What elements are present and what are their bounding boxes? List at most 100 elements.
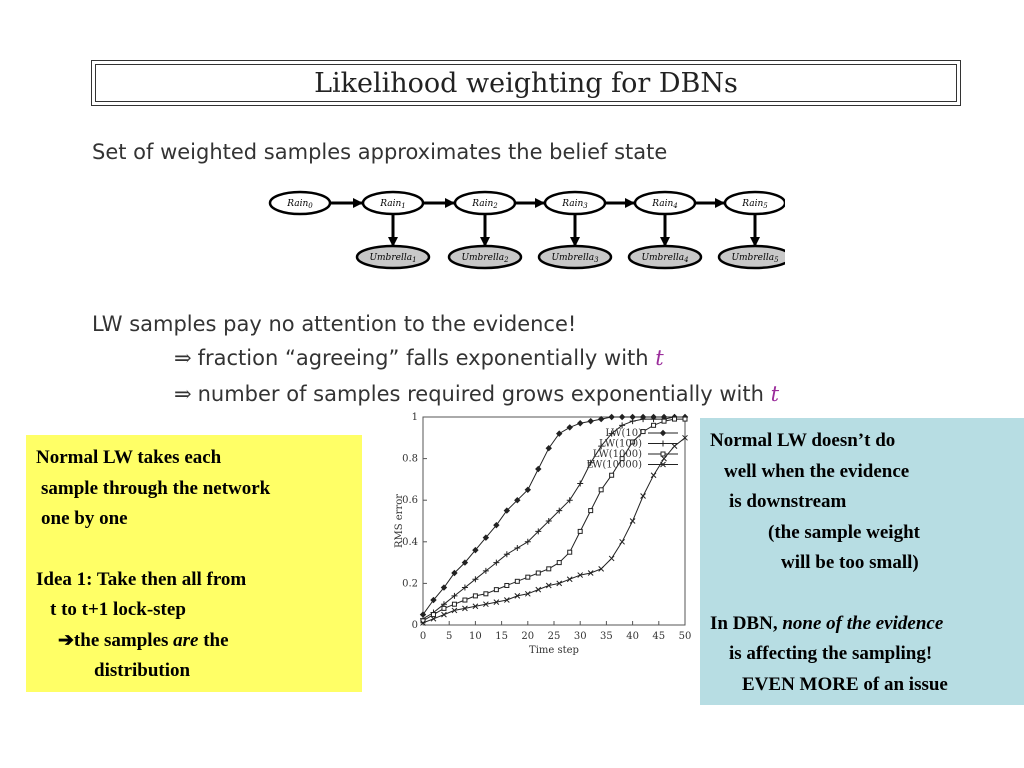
rain-node: Rain3 xyxy=(543,190,607,216)
data-point xyxy=(672,416,678,422)
data-point xyxy=(587,417,594,425)
data-point xyxy=(650,416,657,423)
data-point xyxy=(482,534,490,541)
y-tick-label: 1 xyxy=(412,412,418,423)
note-text: sample through the network xyxy=(41,477,271,499)
left-note: Normal LW takes each sample through the … xyxy=(26,435,362,692)
data-point xyxy=(430,612,436,618)
note-text: EVEN MORE of an issue xyxy=(742,673,948,695)
data-point xyxy=(608,413,615,421)
data-point xyxy=(598,443,605,450)
data-point xyxy=(524,590,531,597)
data-point xyxy=(493,599,500,605)
rain-node-label: Rain2 xyxy=(471,199,498,210)
note-text: is downstream xyxy=(729,491,847,512)
umbrella-node-label: Umbrella5 xyxy=(731,253,779,264)
note-text: ➔the samples are the xyxy=(58,629,229,651)
data-point xyxy=(493,587,499,593)
rain-node-label: Rain5 xyxy=(741,199,768,210)
data-point xyxy=(660,440,666,447)
rain-node-label: Rain3 xyxy=(561,199,588,210)
x-tick-label: 5 xyxy=(446,631,452,642)
data-point xyxy=(630,439,636,445)
x-tick-label: 50 xyxy=(679,631,692,642)
x-tick-label: 35 xyxy=(600,631,613,642)
series-path xyxy=(422,437,686,624)
right-note: Normal LW doesn’t do well when the evide… xyxy=(700,418,1024,705)
data-point xyxy=(609,472,615,478)
data-point xyxy=(619,456,625,462)
data-point xyxy=(483,591,489,597)
data-point xyxy=(504,582,510,588)
data-point xyxy=(577,572,584,578)
data-point xyxy=(545,582,552,589)
data-point xyxy=(650,472,657,479)
data-point xyxy=(588,508,594,514)
data-point xyxy=(556,430,563,437)
data-point xyxy=(482,567,489,574)
note-text: will be too small) xyxy=(781,552,919,573)
x-tick-label: 25 xyxy=(548,631,561,642)
rain-node-label: Rain1 xyxy=(379,199,406,210)
fraction-line: ⇒ fraction “agreeing” falls exponentially… xyxy=(174,346,664,370)
data-point xyxy=(546,566,552,572)
data-point xyxy=(535,570,541,576)
legend-label: LW(1000) xyxy=(593,449,642,460)
x-tick-label: 45 xyxy=(652,631,665,642)
data-point xyxy=(461,584,468,591)
data-point xyxy=(535,586,542,593)
data-point xyxy=(493,521,500,529)
rain-node: Rain1 xyxy=(361,190,425,216)
note-text: distribution xyxy=(94,660,191,681)
data-point xyxy=(503,507,511,514)
data-point xyxy=(577,480,584,487)
umbrella-node-label: Umbrella4 xyxy=(641,253,688,264)
x-tick-label: 10 xyxy=(469,631,482,642)
umbrella-node-label: Umbrella3 xyxy=(551,253,599,264)
data-point xyxy=(577,528,583,534)
data-point xyxy=(597,415,605,423)
data-point xyxy=(483,601,489,608)
rms-error-chart: 0 5 10 15 20 25 30 35 40 45 50 0 0.2 0.4 0.6 0.8 1 LW(10… xyxy=(394,412,692,656)
series-line xyxy=(420,434,688,626)
data-point xyxy=(682,416,688,422)
legend-label: LW(10000) xyxy=(586,460,642,471)
data-point xyxy=(659,429,667,437)
umbrella-node: Umbrella2 xyxy=(447,244,523,270)
data-point xyxy=(440,584,448,591)
series-line xyxy=(420,414,688,622)
x-tick-label: 15 xyxy=(495,631,508,642)
series-path xyxy=(422,418,685,622)
data-point xyxy=(640,493,646,499)
data-point xyxy=(556,507,563,514)
fraction-text: fraction “agreeing” falls exponentially … xyxy=(197,346,649,370)
x-tick-label: 20 xyxy=(521,631,534,642)
data-point xyxy=(661,455,667,462)
data-point xyxy=(587,459,594,466)
rain-node-label: Rain0 xyxy=(286,199,313,210)
x-tick-label: 30 xyxy=(574,631,587,642)
data-point xyxy=(493,559,500,566)
data-point xyxy=(640,416,647,423)
data-point xyxy=(576,420,584,427)
data-point xyxy=(462,597,468,603)
rain-node: Rain5 xyxy=(723,190,785,216)
note-text: t to t+1 lock-step xyxy=(50,599,186,620)
data-point xyxy=(587,570,594,576)
data-point xyxy=(619,422,626,429)
data-point xyxy=(629,418,636,425)
data-point xyxy=(598,487,604,493)
y-tick-label: 0.8 xyxy=(402,454,418,465)
data-point xyxy=(430,615,437,622)
data-point xyxy=(441,605,447,611)
data-point xyxy=(503,551,510,558)
series-line xyxy=(420,416,688,624)
data-point xyxy=(514,496,521,504)
data-point xyxy=(451,601,457,607)
data-point xyxy=(660,461,666,468)
umbrella-node-label: Umbrella1 xyxy=(369,253,416,264)
note-text: (the sample weight xyxy=(768,521,920,543)
rain-node: Rain4 xyxy=(633,190,697,216)
umbrella-node: Umbrella3 xyxy=(537,244,613,270)
data-point xyxy=(524,538,531,545)
